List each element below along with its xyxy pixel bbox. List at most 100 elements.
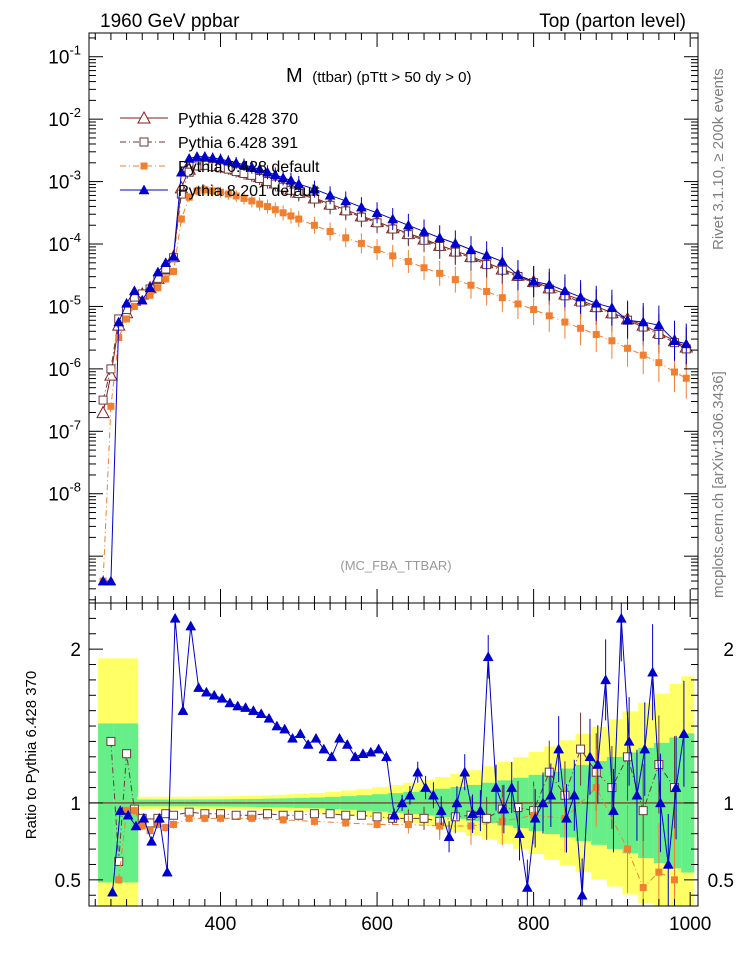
legend-item-0: Pythia 6.428 370 [120,110,298,128]
legend-marker [139,137,149,147]
legend-label: Pythia 8.201 default [178,183,320,200]
ratio-point [662,858,674,869]
legend-label: Pythia 6.428 default [178,159,320,176]
ratio-point [342,819,350,827]
ratio-point [185,620,197,631]
ratio-point [647,666,659,677]
ratio-point [271,720,283,731]
data-point [420,264,428,272]
data-point [224,190,232,198]
data-point [201,186,209,194]
ratio-y-tick-label-right: 0.5 [708,871,734,892]
data-point [217,188,225,196]
ratio-point [138,812,150,823]
ratio-point [177,705,189,715]
data-point [373,246,381,254]
ratio-point [388,809,400,820]
ratio-point [123,807,131,815]
data-point [177,215,185,223]
ratio-series-2 [107,603,690,906]
ratio-point [247,705,259,715]
ratio-point [482,651,494,662]
ratio-point [193,682,205,692]
data-point [637,316,649,327]
ratio-point [310,817,318,825]
ratio-point [248,814,256,822]
data-point [324,189,336,200]
data-point [451,276,459,284]
ratio-point [208,689,220,700]
ratio-point [412,766,424,777]
ratio-point [138,822,146,830]
data-point [436,269,444,277]
ratio-axis-ticks: 400 600 800 1000 0.5 0.5 1 1 2 2 [55,603,734,935]
data-point [310,221,318,229]
series-2 [99,184,690,585]
ratio-y-tick-label-right: 2 [723,640,734,661]
ratio-point [302,738,314,749]
data-point [498,294,506,302]
ratio-point [294,810,304,820]
data-point [371,207,383,218]
legend-item-1: Pythia 6.428 391 [120,135,298,152]
legend: Pythia 6.428 370 Pythia 6.428 391 Pythia 6… [120,110,320,200]
data-point [121,297,132,308]
ratio-point [529,812,541,823]
data-point [170,267,178,275]
data-point [176,189,186,199]
data-point [481,249,493,260]
ratio-point [122,809,134,820]
ratio-point [568,789,580,800]
data-point [207,152,219,163]
data-point [248,197,256,205]
ratio-point [341,738,353,749]
ratio-point [373,820,381,828]
ratio-point [506,782,518,792]
data-point [355,201,367,212]
ratio-point [638,806,648,816]
data-point [575,291,587,302]
ratio-point [530,811,538,819]
data-point [246,161,258,172]
header-left: 1960 GeV ppbar [100,11,240,32]
ratio-point [154,812,165,823]
data-point [160,257,172,267]
data-point [262,166,273,177]
legend-item-3: Pythia 8.201 default [120,183,320,200]
ratio-point [162,824,170,832]
data-point [263,203,271,211]
y-tick-label: 10-3 [48,168,81,194]
data-point [389,252,397,260]
data-point [418,226,430,236]
ratio-point [623,752,633,762]
ratio-point [373,743,385,754]
ratio-point [334,732,345,743]
ratio-point [240,702,251,712]
data-point [559,285,571,296]
ratio-point [521,882,533,892]
x-tick-label: 1000 [669,914,711,935]
ratio-point [670,782,682,792]
data-point [680,338,692,349]
legend-item-2: Pythia 6.428 default [120,159,320,176]
ratio-point [639,884,647,892]
data-point [309,183,320,194]
y-tick-label: 10-1 [48,43,81,69]
data-point [340,195,352,206]
data-point [136,294,148,305]
ratio-point [146,827,154,835]
data-point [624,344,632,352]
y-tick-label: 10-5 [48,292,81,318]
data-point [326,228,334,236]
data-point [404,257,412,265]
data-point [655,359,663,367]
ratio-point [115,876,123,884]
ratio-point [262,809,272,819]
data-point [105,575,117,586]
data-point [543,279,555,289]
ratio-point [584,751,596,762]
ratio-point [130,820,142,831]
rivet-info-label: Rivet 3.1.10, ≥ 200k events [710,68,727,250]
data-point [402,219,414,230]
legend-marker [138,184,150,195]
